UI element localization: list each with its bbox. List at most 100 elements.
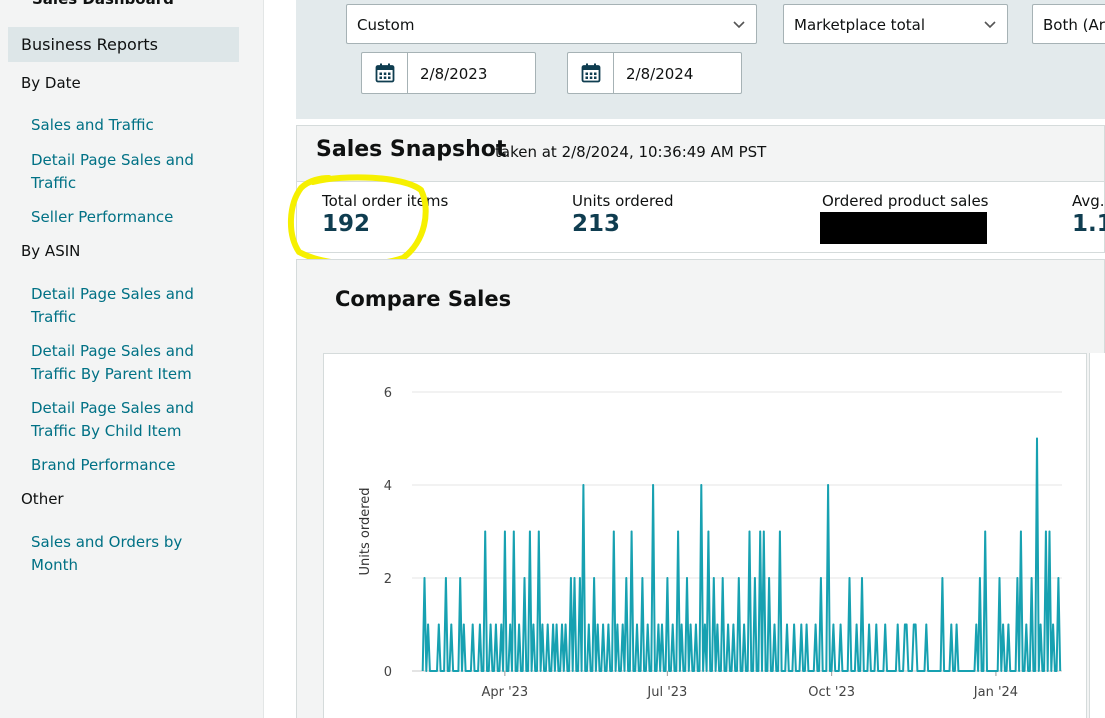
data-point	[636, 623, 638, 626]
x-tick-label: Jan '24	[973, 685, 1018, 700]
compare-sales-panel: Compare Sales 0 2 4 6 Apr '23 Jul '23 Oct '23 J…	[296, 259, 1105, 718]
data-point	[445, 577, 447, 579]
data-point	[839, 623, 842, 626]
metric-value: 213	[572, 211, 621, 237]
compare-sales-title: Compare Sales	[335, 287, 512, 311]
data-point	[1016, 577, 1019, 579]
data-point	[753, 577, 756, 579]
units-ordered-chart[interactable]: 0 2 4 6 Apr '23 Jul '23 Oct '23 Jan '24 Units or…	[324, 354, 1088, 718]
fulfillment-select[interactable]: Both (Ar	[1032, 4, 1105, 44]
data-point	[652, 484, 654, 486]
data-point	[612, 530, 615, 533]
data-point	[1052, 623, 1054, 626]
data-point	[552, 623, 554, 626]
y-axis-label: Units ordered	[358, 488, 373, 576]
metric-avg: Avg. 1.1	[1072, 192, 1105, 237]
metric-value: 1.1	[1072, 211, 1105, 237]
data-point	[437, 623, 440, 626]
start-date-value: 2/8/2023	[420, 65, 488, 83]
sidebar-link-seller-performance[interactable]: Seller Performance	[31, 208, 174, 226]
sidebar-item-business-reports[interactable]: Business Reports	[8, 27, 239, 62]
snapshot-header: Sales Snapshot taken at 2/8/2024, 10:36:…	[297, 126, 1104, 182]
data-point	[786, 623, 788, 626]
data-point	[462, 623, 465, 626]
sidebar-item-sales-dashboard[interactable]: Sales Dashboard	[32, 0, 174, 8]
data-point	[1057, 577, 1060, 579]
data-point	[495, 623, 497, 626]
calendar-icon-button[interactable]	[568, 53, 614, 93]
y-tick-label: 6	[384, 386, 392, 401]
data-point	[814, 623, 817, 626]
data-point	[621, 623, 624, 626]
data-point	[1048, 530, 1051, 533]
data-point	[541, 623, 544, 626]
data-point	[459, 577, 462, 579]
marketplace-value: Marketplace total	[794, 16, 925, 34]
data-point	[950, 623, 953, 626]
y-tick-label: 4	[384, 479, 392, 494]
metric-label: Ordered product sales	[822, 192, 989, 210]
date-range-value: Custom	[357, 16, 415, 34]
data-point	[748, 530, 751, 533]
data-point	[914, 623, 917, 626]
data-point	[712, 577, 715, 579]
data-point	[570, 577, 572, 579]
end-date-value: 2/8/2024	[626, 65, 694, 83]
data-point	[561, 623, 563, 626]
data-point	[759, 530, 762, 533]
data-point	[528, 530, 531, 533]
data-point	[707, 530, 710, 533]
sidebar-link-asin-child-item[interactable]: Detail Page Sales and Traffic By Child I…	[31, 399, 194, 440]
sidebar-link-asin-detail-page[interactable]: Detail Page Sales and Traffic	[31, 285, 194, 326]
calendar-icon	[581, 63, 601, 83]
metric-total-order-items: Total order items 192	[322, 192, 448, 237]
sidebar-link-sales-and-traffic[interactable]: Sales and Traffic	[31, 116, 154, 134]
sidebar-link-brand-performance[interactable]: Brand Performance	[31, 456, 176, 474]
data-point	[518, 623, 521, 626]
data-point	[727, 623, 729, 626]
data-point	[489, 623, 492, 626]
data-point	[955, 623, 958, 626]
data-point	[925, 623, 928, 626]
start-date-field[interactable]: 2/8/2023	[361, 52, 536, 94]
data-point	[721, 577, 724, 579]
data-point	[896, 623, 899, 626]
data-point	[564, 623, 567, 626]
data-point	[1045, 530, 1047, 533]
data-point	[523, 577, 526, 579]
data-point	[1025, 623, 1028, 626]
data-point	[820, 577, 822, 579]
metric-units-ordered: Units ordered 213	[572, 192, 674, 237]
data-point	[768, 577, 771, 579]
data-point	[912, 623, 915, 626]
date-range-select[interactable]: Custom	[346, 4, 757, 44]
data-point	[537, 530, 540, 533]
data-point	[695, 623, 697, 626]
series-line-units-ordered	[421, 437, 1062, 672]
data-point	[646, 623, 649, 626]
marketplace-select[interactable]: Marketplace total	[783, 4, 1008, 44]
data-point	[1020, 530, 1022, 533]
sidebar-link-detail-page-sales-traffic[interactable]: Detail Page Sales and Traffic	[31, 151, 194, 192]
calendar-icon-button[interactable]	[362, 53, 408, 93]
side-card	[1089, 353, 1105, 718]
snapshot-title: Sales Snapshot	[316, 137, 507, 162]
data-point	[671, 623, 674, 626]
data-point	[625, 577, 628, 579]
data-point	[616, 623, 619, 626]
y-tick-label: 2	[384, 572, 392, 587]
end-date-field[interactable]: 2/8/2024	[567, 52, 742, 94]
redaction-box	[820, 212, 987, 244]
data-point	[680, 623, 683, 626]
metric-value: 192	[322, 211, 371, 237]
sidebar-heading-other: Other	[21, 490, 64, 508]
data-point	[423, 577, 426, 579]
sidebar-link-asin-parent-item[interactable]: Detail Page Sales and Traffic By Parent …	[31, 342, 194, 383]
data-point	[641, 577, 644, 579]
data-point	[998, 577, 1001, 579]
data-point	[500, 623, 503, 626]
chart-card: 0 2 4 6 Apr '23 Jul '23 Oct '23 Jan '24 Units or…	[323, 353, 1087, 718]
sidebar-link-sales-orders-by-month[interactable]: Sales and Orders by Month	[31, 533, 183, 574]
chevron-down-icon	[733, 21, 745, 29]
data-point	[1039, 623, 1042, 626]
